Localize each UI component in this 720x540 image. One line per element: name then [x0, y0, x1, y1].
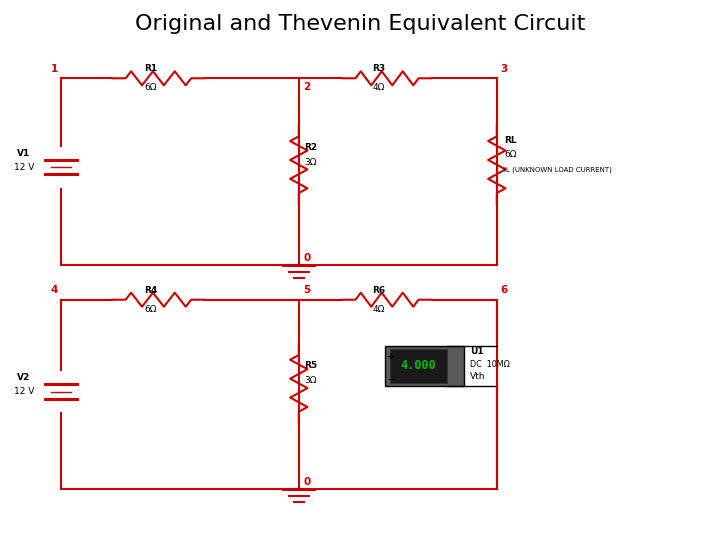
Text: 1: 1 — [50, 64, 58, 74]
Text: −: − — [387, 374, 395, 383]
Text: 4Ω: 4Ω — [373, 305, 385, 314]
Text: 3Ω: 3Ω — [305, 158, 317, 167]
Text: 2: 2 — [303, 82, 310, 92]
Text: U1: U1 — [470, 347, 484, 356]
Text: R3: R3 — [373, 64, 386, 73]
Text: 5: 5 — [303, 285, 310, 295]
Text: R4: R4 — [144, 286, 157, 295]
Text: R2: R2 — [305, 143, 318, 152]
Text: IL (UNKNOWN LOAD CURRENT): IL (UNKNOWN LOAD CURRENT) — [504, 166, 612, 173]
Text: 4: 4 — [50, 285, 58, 295]
Text: 12 V: 12 V — [14, 163, 35, 172]
Text: 0: 0 — [303, 477, 310, 488]
Text: 6: 6 — [500, 285, 508, 295]
Text: R6: R6 — [373, 286, 386, 295]
Text: Vth: Vth — [470, 372, 486, 381]
FancyBboxPatch shape — [390, 349, 446, 383]
Text: +: + — [387, 352, 395, 361]
Text: 6Ω: 6Ω — [504, 150, 516, 159]
Text: 3Ω: 3Ω — [305, 376, 317, 386]
Text: 4Ω: 4Ω — [373, 83, 385, 92]
FancyBboxPatch shape — [385, 346, 464, 386]
Text: 6Ω: 6Ω — [144, 83, 156, 92]
Text: 3: 3 — [500, 64, 508, 74]
Text: 12 V: 12 V — [14, 387, 35, 396]
Text: R5: R5 — [305, 361, 318, 370]
Text: 0: 0 — [303, 253, 310, 264]
Text: R1: R1 — [144, 64, 157, 73]
Text: 6Ω: 6Ω — [144, 305, 156, 314]
Text: Original and Thevenin Equivalent Circuit: Original and Thevenin Equivalent Circuit — [135, 14, 585, 33]
Text: V2: V2 — [17, 373, 30, 382]
Text: RL: RL — [504, 136, 517, 145]
Text: V1: V1 — [17, 148, 30, 158]
Text: DC  10MΩ: DC 10MΩ — [470, 360, 510, 369]
Text: 4.000: 4.000 — [400, 359, 436, 373]
